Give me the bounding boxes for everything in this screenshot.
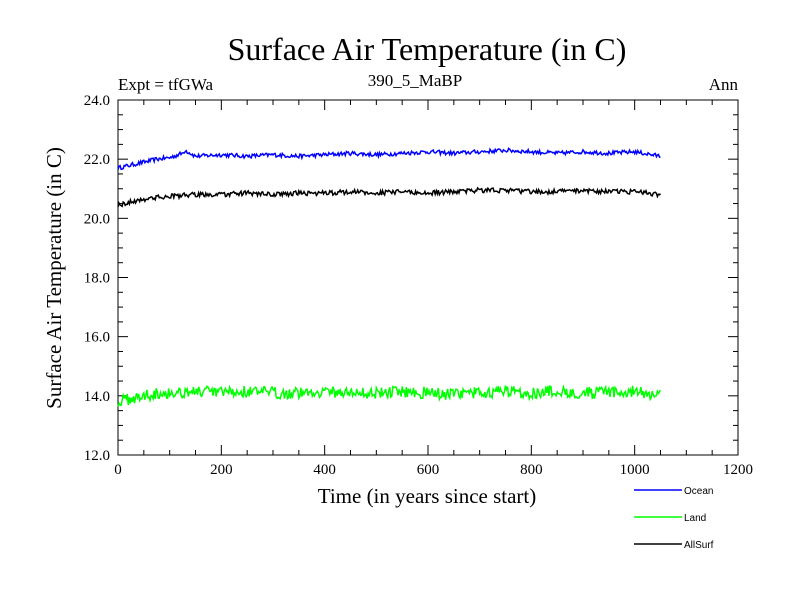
y-tick-label: 22.0 xyxy=(84,152,110,168)
y-tick-label: 18.0 xyxy=(84,271,110,287)
series-line-land xyxy=(117,384,662,407)
y-tick-label: 24.0 xyxy=(84,93,110,109)
x-tick-label: 0 xyxy=(114,462,122,478)
series-lines xyxy=(117,147,662,407)
x-tick-label: 1000 xyxy=(620,462,650,478)
chart-subtitle: 390_5_MaBP xyxy=(368,71,462,90)
chart-title: Surface Air Temperature (in C) xyxy=(228,31,627,67)
y-tick-label: 12.0 xyxy=(84,448,110,464)
y-tick-labels: 12.0 14.0 16.0 18.0 20.0 22.0 24.0 xyxy=(84,93,110,464)
x-axis-label: Time (in years since start) xyxy=(318,484,537,508)
x-tick-label: 400 xyxy=(313,462,336,478)
x-tick-label: 800 xyxy=(520,462,543,478)
series-line-ocean xyxy=(117,147,661,171)
axis-ticks xyxy=(117,99,739,456)
legend-label-ocean: Ocean xyxy=(684,486,713,497)
legend-label-land: Land xyxy=(684,513,706,524)
x-tick-label: 200 xyxy=(210,462,233,478)
y-tick-label: 14.0 xyxy=(84,389,110,405)
y-tick-label: 16.0 xyxy=(84,330,110,346)
x-tick-label: 1200 xyxy=(723,462,753,478)
y-axis-label: Surface Air Temperature (in C) xyxy=(42,147,66,409)
x-tick-label: 600 xyxy=(417,462,440,478)
legend-label-allsurf: AllSurf xyxy=(684,540,714,551)
y-tick-label: 20.0 xyxy=(84,211,110,227)
season-label: Ann xyxy=(709,75,739,94)
series-line-allsurf xyxy=(117,186,662,208)
experiment-label: Expt = tfGWa xyxy=(118,75,214,94)
legend: Ocean Land AllSurf xyxy=(634,486,714,551)
x-tick-labels: 0 200 400 600 800 1000 1200 xyxy=(114,462,753,478)
